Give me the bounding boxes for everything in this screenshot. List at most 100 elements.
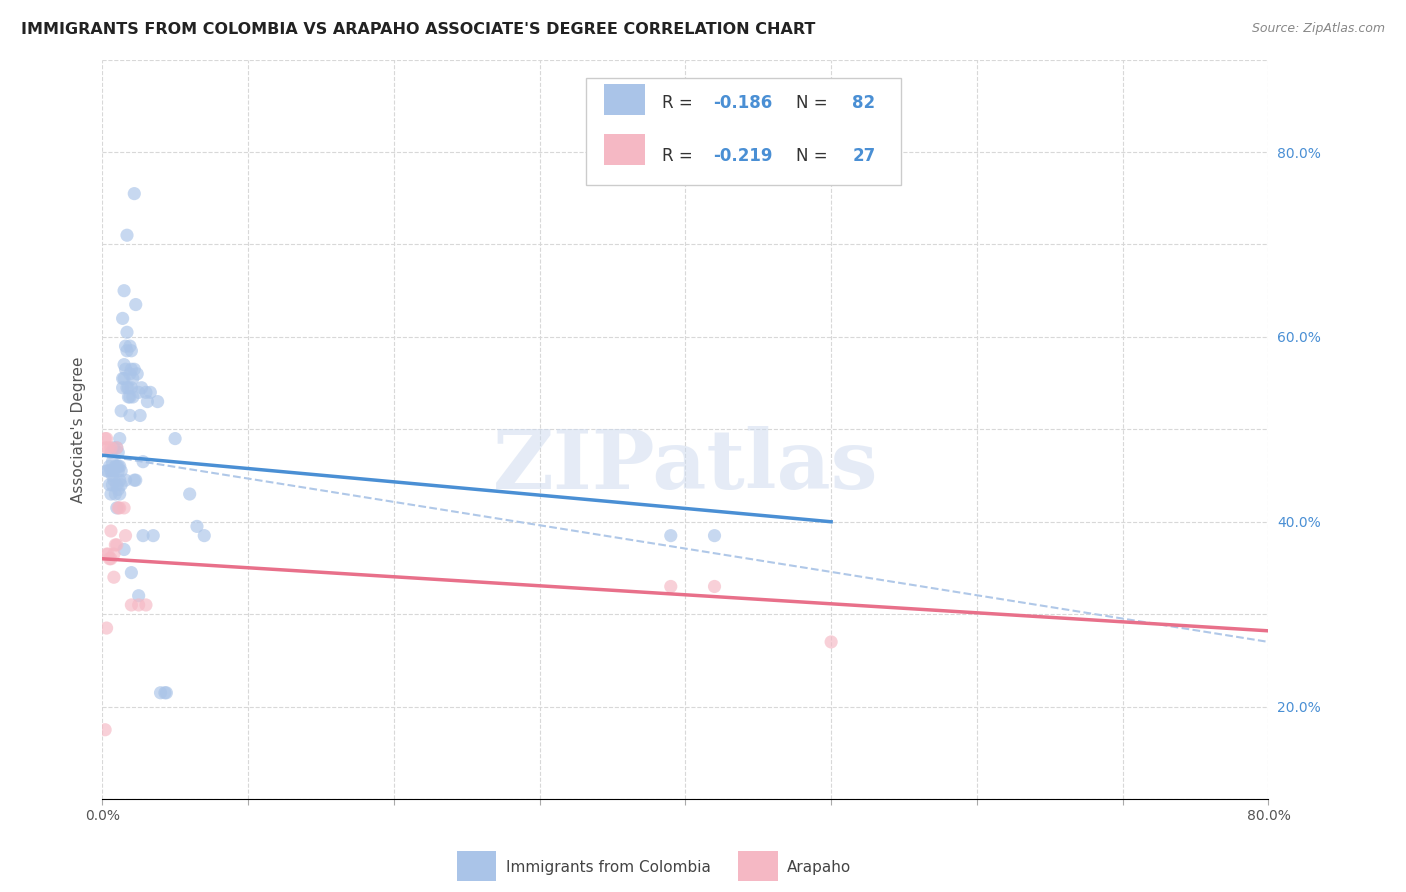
Point: [165, 432, 187, 446]
Point: [112, 542, 135, 557]
Point: [98, 477, 121, 491]
Point: [186, 519, 208, 533]
Point: [104, 487, 127, 501]
Point: [125, 297, 148, 311]
Point: [101, 468, 124, 483]
Point: [98, 551, 121, 566]
Text: N =: N =: [796, 95, 832, 112]
Point: [100, 441, 122, 455]
Point: [132, 455, 155, 469]
Point: [94, 723, 117, 737]
Point: [94, 432, 117, 446]
Text: -0.186: -0.186: [713, 95, 772, 112]
Point: [114, 362, 136, 376]
Point: [128, 385, 150, 400]
Point: [179, 487, 201, 501]
Point: [114, 528, 136, 542]
Point: [117, 381, 139, 395]
Point: [115, 381, 138, 395]
Point: [103, 464, 125, 478]
Point: [118, 367, 141, 381]
Point: [111, 371, 134, 385]
Point: [103, 547, 125, 561]
Point: [100, 487, 122, 501]
Point: [112, 358, 135, 372]
Point: [107, 445, 129, 459]
FancyBboxPatch shape: [586, 78, 901, 186]
Point: [124, 473, 146, 487]
Point: [120, 362, 142, 376]
Point: [155, 686, 177, 700]
Point: [135, 598, 157, 612]
Point: [193, 528, 215, 542]
Text: -0.219: -0.219: [713, 147, 773, 165]
Point: [117, 390, 139, 404]
Text: R =: R =: [662, 95, 697, 112]
Point: [107, 464, 129, 478]
Point: [121, 371, 143, 385]
Point: [104, 459, 127, 474]
Point: [105, 538, 128, 552]
FancyBboxPatch shape: [603, 84, 644, 115]
Point: [101, 477, 124, 491]
Point: [96, 547, 118, 561]
Point: [100, 524, 122, 538]
Point: [114, 473, 136, 487]
Point: [115, 228, 138, 243]
Point: [118, 390, 141, 404]
Point: [101, 455, 124, 469]
Point: [97, 441, 120, 455]
Point: [120, 381, 142, 395]
Point: [96, 464, 118, 478]
Point: [149, 686, 172, 700]
Text: 82: 82: [852, 95, 876, 112]
Point: [118, 409, 141, 423]
Text: Immigrants from Colombia: Immigrants from Colombia: [506, 860, 711, 874]
Point: [105, 459, 128, 474]
Y-axis label: Associate's Degree: Associate's Degree: [72, 356, 86, 502]
Point: [105, 500, 128, 515]
Point: [115, 343, 138, 358]
Point: [96, 432, 118, 446]
Point: [103, 473, 125, 487]
Point: [103, 570, 125, 584]
Point: [105, 441, 128, 455]
Point: [118, 339, 141, 353]
Point: [110, 477, 132, 491]
Text: Source: ZipAtlas.com: Source: ZipAtlas.com: [1251, 22, 1385, 36]
Point: [136, 394, 159, 409]
Point: [103, 441, 125, 455]
Point: [108, 459, 131, 474]
Point: [100, 551, 122, 566]
Point: [100, 464, 122, 478]
Point: [703, 579, 725, 593]
Point: [105, 477, 128, 491]
Point: [659, 528, 682, 542]
Text: IMMIGRANTS FROM COLOMBIA VS ARAPAHO ASSOCIATE'S DEGREE CORRELATION CHART: IMMIGRANTS FROM COLOMBIA VS ARAPAHO ASSO…: [21, 22, 815, 37]
Point: [703, 528, 725, 542]
Point: [108, 473, 131, 487]
Point: [97, 547, 120, 561]
Point: [125, 473, 148, 487]
Point: [100, 445, 122, 459]
Text: ZIPatlas: ZIPatlas: [492, 426, 879, 507]
Point: [104, 538, 127, 552]
Point: [132, 528, 155, 542]
Point: [820, 635, 842, 649]
Point: [96, 621, 118, 635]
Point: [128, 589, 150, 603]
Point: [114, 339, 136, 353]
Point: [115, 326, 138, 340]
Point: [127, 367, 149, 381]
Point: [112, 500, 135, 515]
Point: [105, 441, 128, 455]
Point: [142, 528, 165, 542]
Point: [135, 385, 157, 400]
Point: [129, 409, 152, 423]
Point: [112, 371, 135, 385]
Point: [131, 381, 153, 395]
Point: [120, 598, 142, 612]
Point: [112, 284, 135, 298]
Point: [120, 343, 142, 358]
Text: Arapaho: Arapaho: [787, 860, 852, 874]
